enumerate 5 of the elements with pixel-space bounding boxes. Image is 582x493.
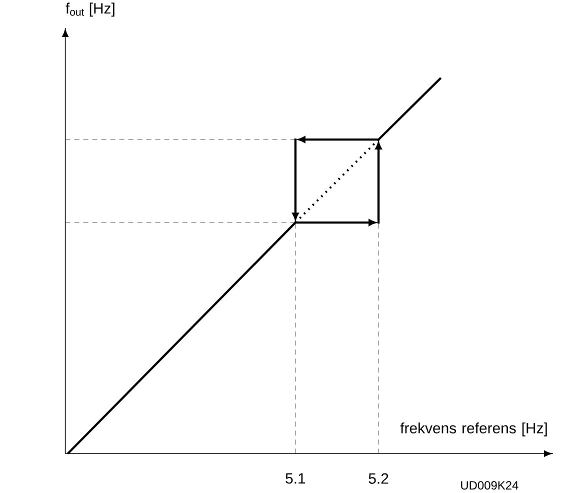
x-tick-label: 5.2 bbox=[368, 473, 388, 484]
x-axis-title: frekvens referens [Hz] bbox=[400, 422, 547, 436]
y-axis-title: f$_{out}$ [Hz] bbox=[66, 2, 114, 17]
text: UD009K24 bbox=[461, 481, 518, 490]
x-tick-label: 5.1 bbox=[286, 473, 306, 484]
